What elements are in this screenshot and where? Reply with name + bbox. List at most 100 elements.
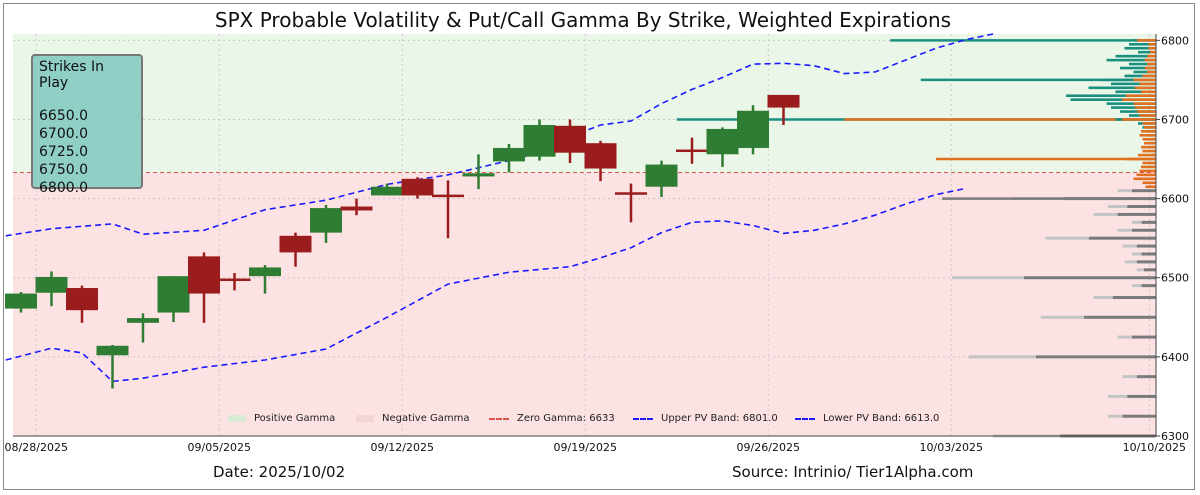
negative-gamma-bar [1141,252,1156,256]
put-gamma-bar [1135,106,1156,109]
candle-body [615,192,647,195]
negative-gamma-bar [1024,276,1156,280]
candle-body [35,276,68,293]
legend-zero-gamma: Zero Gamma: 6633 [489,413,615,424]
negative-gamma-bar [1136,244,1156,248]
strike-item: 6725.0 [39,144,88,160]
y-tick-label: 6600 [1161,193,1189,206]
negative-gamma-bar [1112,296,1156,300]
put-gamma-bar [1145,185,1156,189]
lower-pv-band-line [5,187,967,383]
negative-gamma-bar [1141,220,1156,224]
candle-body [523,125,556,157]
candle-body [462,173,495,177]
call-gamma-bar [1129,42,1156,46]
legend-upper-band: Upper PV Band: 6801.0 [633,413,778,424]
negative-gamma-bar-light [1122,244,1137,248]
negative-gamma-bar-light [1108,205,1128,209]
put-gamma-bar [1141,165,1156,169]
negative-gamma-bar [1141,284,1156,288]
put-gamma-bar [1139,133,1156,137]
legend-dash [489,417,509,420]
candle-body [645,164,678,187]
strikes-in-play-box: Strikes In Play 6650.0 6700.0 6725.0 675… [31,54,143,196]
call-gamma-bar [1115,54,1156,58]
legend-label: Positive Gamma [254,413,336,424]
put-gamma-bar [1142,161,1156,165]
candle-body [188,256,220,294]
strikes-in-play-title: Strikes In Play [39,59,104,91]
put-gamma-bar [1142,149,1156,153]
negative-gamma-bar-light [1093,296,1113,300]
put-gamma-bar [1147,62,1156,66]
candle-body [706,128,739,155]
legend-dash [795,417,815,420]
call-gamma-bar [1129,62,1156,66]
candle-body [401,178,434,196]
put-gamma-bar [1142,122,1156,125]
put-gamma-bar [1147,70,1156,74]
negative-gamma-bar [1132,335,1156,339]
legend-swatch [356,415,374,422]
negative-gamma-bar-light [968,355,1036,359]
x-tick-label: 08/28/2025 [5,441,68,454]
legend-label: Lower PV Band: 6613.0 [823,413,940,424]
candle-body [5,293,37,309]
negative-gamma-bar [1127,205,1156,209]
candle-body [554,125,586,153]
legend-dash [633,417,653,420]
candle-body [279,235,312,253]
put-gamma-bar [1148,42,1156,46]
negative-gamma-bar [1132,228,1156,232]
x-tick-label: 09/19/2025 [554,441,617,454]
candle-body [157,276,190,313]
x-tick-label: 09/05/2025 [188,441,251,454]
y-tick-label: 6800 [1161,34,1189,47]
call-gamma-bar [1138,50,1156,54]
negative-gamma-bar-light [1108,414,1123,418]
negative-gamma-bar-light [1124,260,1137,264]
negative-gamma-bar-light [1132,284,1142,288]
put-gamma-bar [1144,141,1156,145]
legend-lower-band: Lower PV Band: 6613.0 [795,413,939,424]
call-gamma-bar [1070,98,1156,101]
put-gamma-bar [1144,66,1156,70]
upper-pv-band-line [5,32,998,237]
put-gamma-bar [1122,118,1156,121]
x-tick-label: 10/03/2025 [920,441,983,454]
y-tick-label: 6400 [1161,351,1189,364]
put-gamma-bar [1139,82,1156,86]
negative-gamma-bar [1136,375,1156,379]
negative-gamma-bar-light [1117,335,1132,339]
candle-body [493,147,525,162]
put-gamma-bar [1148,46,1156,50]
put-gamma-bar [1133,102,1156,105]
call-gamma-bar [1133,70,1156,74]
put-gamma-bar [1136,173,1156,177]
strike-item: 6700.0 [39,126,88,142]
negative-gamma-bar [1144,268,1156,272]
candle-body [676,149,708,153]
put-gamma-bar [1133,78,1156,82]
legend-label: Upper PV Band: 6801.0 [661,413,778,424]
negative-gamma-bar [1122,414,1156,418]
negative-gamma-bar-light [952,276,1024,280]
call-gamma-bar [1106,102,1156,105]
call-gamma-bar [1124,74,1156,78]
y-tick-label: 6500 [1161,272,1189,285]
strikes-in-play-list: 6650.0 6700.0 6725.0 6750.0 6800.0 [39,107,135,197]
negative-gamma-bar-light [1117,228,1132,232]
call-gamma-bar [1115,90,1156,94]
call-gamma-bar [1111,82,1156,86]
put-gamma-bar [1144,126,1156,129]
chart-title: SPX Probable Volatility & Put/Call Gamma… [214,8,952,32]
put-gamma-bar [1138,153,1156,157]
legend-negative-gamma: Negative Gamma [356,413,470,424]
put-gamma-bar [1137,39,1156,42]
legend-swatch [228,415,246,422]
negative-gamma-bar-light [1122,375,1137,379]
negative-gamma-bar [1036,355,1156,359]
candle-body [127,318,159,323]
put-gamma-bar [1126,157,1156,161]
